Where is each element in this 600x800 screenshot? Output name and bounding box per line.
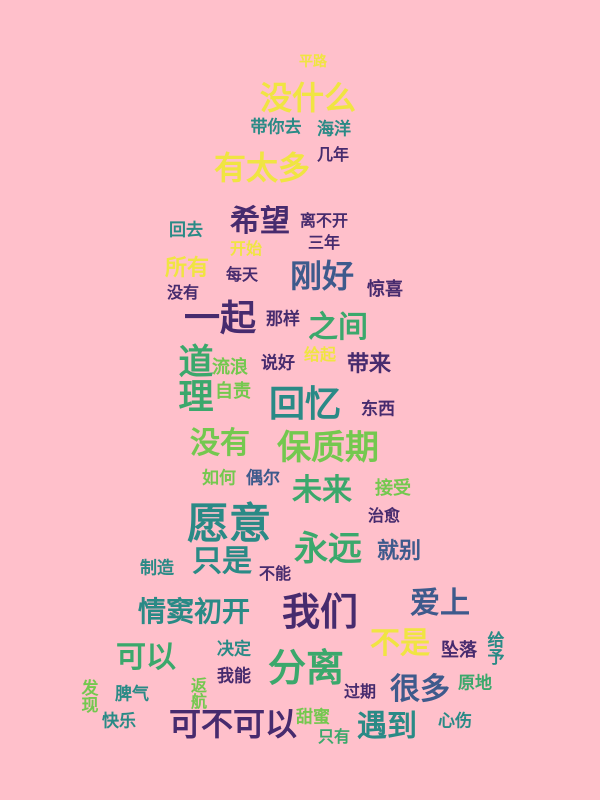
cloud-word: 决定: [217, 639, 251, 660]
cloud-word: 不能: [258, 564, 292, 583]
cloud-word: 永远: [294, 529, 362, 569]
cloud-word: 没有: [190, 426, 250, 461]
cloud-word: 快乐: [102, 711, 136, 732]
cloud-word: 治愈: [367, 506, 401, 525]
cloud-word: 过期: [343, 682, 377, 701]
cloud-word: 东西: [361, 399, 395, 420]
cloud-word: 就别: [376, 538, 422, 564]
cloud-word: 希望: [230, 204, 290, 239]
cloud-word: 一起: [183, 297, 257, 339]
cloud-word: 没什么: [259, 79, 357, 117]
cloud-word: 几年: [316, 145, 350, 164]
cloud-word: 刚好: [289, 257, 355, 295]
cloud-word: 说好: [261, 353, 295, 374]
cloud-word: 没有: [166, 283, 200, 302]
cloud-word: 惊喜: [367, 279, 403, 300]
cloud-word: 道理: [172, 343, 214, 413]
cloud-word: 甜蜜: [296, 707, 330, 728]
cloud-word: 愿意: [186, 499, 272, 548]
cloud-word: 三年: [307, 233, 341, 252]
cloud-word: 遇到: [357, 709, 417, 744]
cloud-word: 心伤: [438, 711, 472, 732]
cloud-word: 分离: [267, 645, 345, 690]
cloud-word: 自责: [215, 381, 251, 402]
cloud-word: 离不开: [299, 211, 349, 230]
cloud-word: 偶尔: [246, 468, 280, 489]
cloud-word: 可以: [116, 640, 176, 675]
cloud-word: 给予: [483, 631, 504, 665]
cloud-word: 之间: [308, 310, 368, 345]
cloud-word: 坠落: [441, 640, 477, 661]
cloud-word: 回去: [169, 220, 203, 241]
cloud-word: 每天: [225, 265, 259, 284]
cloud-word: 不是: [370, 626, 430, 661]
cloud-word: 带你去: [250, 117, 302, 138]
cloud-word: 那样: [266, 309, 300, 330]
cloud-word: 脾气: [115, 684, 149, 705]
cloud-word: 接受: [375, 478, 411, 499]
cloud-word: 如何: [202, 468, 236, 489]
cloud-word: 未来: [292, 473, 352, 508]
cloud-word: 所有: [164, 255, 210, 281]
cloud-word: 给起: [303, 345, 337, 364]
cloud-word: 爱上: [410, 586, 470, 621]
cloud-word: 我能: [217, 666, 251, 687]
cloud-word: 开始: [229, 239, 263, 258]
cloud-word: 我们: [281, 589, 359, 634]
cloud-word: 流浪: [212, 357, 248, 378]
cloud-word: 发现: [77, 679, 98, 713]
cloud-word: 只有: [317, 727, 351, 746]
cloud-word: 制造: [140, 558, 174, 579]
cloud-word: 原地: [458, 673, 492, 694]
cloud-word: 保质期: [277, 428, 379, 468]
cloud-word: 有太多: [213, 149, 311, 187]
cloud-word: 只是: [192, 544, 252, 579]
cloud-word: 平路: [299, 54, 327, 70]
cloud-word: 带来: [346, 351, 392, 377]
cloud-word: 海洋: [317, 119, 351, 140]
cloud-word: 回忆: [268, 383, 342, 425]
cloud-word: 情窦初开: [137, 595, 251, 628]
cloud-word: 很多: [390, 672, 450, 707]
cloud-word: 可不可以: [168, 705, 298, 743]
cloud-word: 返航: [188, 677, 207, 709]
